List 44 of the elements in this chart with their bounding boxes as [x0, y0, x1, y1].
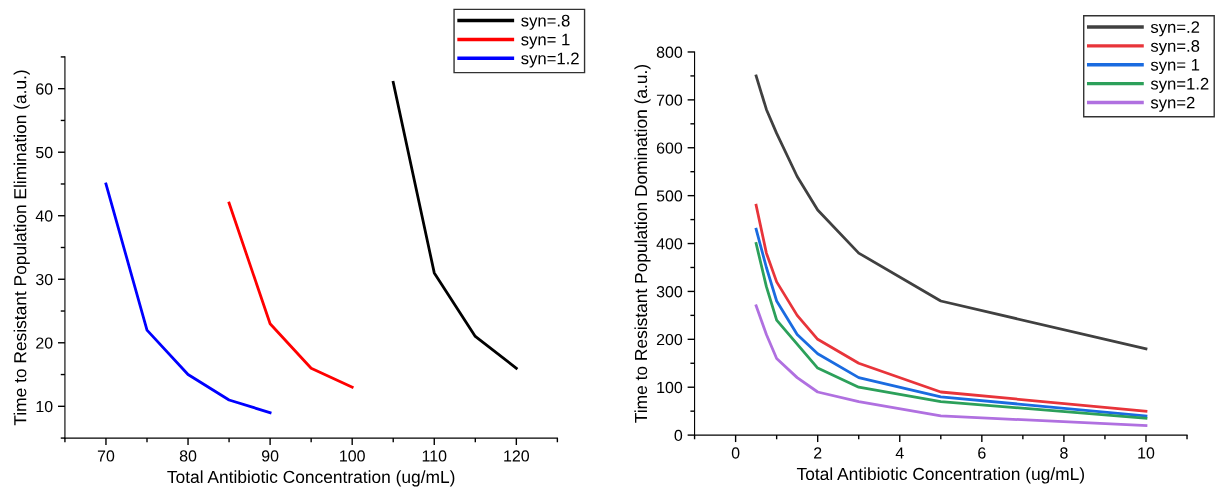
y-tick-label: 400	[656, 238, 683, 250]
x-axis-title: Total Antibiotic Concentration (ug/mL)	[167, 470, 455, 487]
legend-label: syn= 1	[1150, 59, 1200, 75]
x-tick-label: 10	[1138, 447, 1155, 459]
x-tick-label: 100	[340, 450, 365, 462]
y-tick-label: 300	[656, 286, 683, 298]
legend-label: syn= 1	[521, 33, 570, 49]
y-tick-label: 40	[35, 210, 53, 222]
line-series	[391, 80, 518, 370]
line-series	[104, 182, 272, 415]
x-tick-label: 120	[504, 450, 530, 462]
y-tick-label: 60	[36, 83, 53, 95]
y-tick-label: 500	[656, 190, 683, 202]
x-tick-label: 70	[97, 450, 115, 462]
y-tick-label: 50	[35, 146, 53, 159]
y-tick-label: 200	[656, 333, 683, 346]
line-series	[227, 201, 354, 389]
y-tick-label: 0	[674, 429, 683, 442]
legend-label: syn=1.2	[1150, 77, 1209, 93]
legend-label: syn=.2	[1150, 21, 1200, 37]
legend-label: syn=.8	[521, 14, 570, 30]
x-tick-label: 0	[731, 447, 740, 459]
y-tick-label: 20	[36, 337, 53, 349]
y-tick-label: 800	[656, 46, 683, 58]
x-axis-title: Total Antibiotic Concentration (ug/mL)	[796, 467, 1084, 484]
y-tick-label: 10	[36, 400, 53, 413]
line-series	[754, 74, 1148, 351]
x-tick-label: 80	[179, 450, 197, 462]
legend-label: syn=1.2	[521, 52, 579, 68]
x-tick-label: 6	[978, 447, 986, 459]
x-tick-label: 90	[261, 450, 279, 462]
x-tick-label: 8	[1060, 447, 1068, 459]
x-tick-label: 2	[814, 447, 822, 459]
legend-label: syn=2	[1150, 96, 1195, 112]
y-axis-title: Time to Resistant Population Domination (a.u.)	[634, 64, 651, 423]
x-tick-label: 110	[422, 450, 447, 462]
legend-label: syn=.8	[1150, 40, 1200, 56]
y-tick-label: 30	[35, 273, 53, 286]
y-tick-label: 700	[656, 94, 683, 106]
line-series	[754, 304, 1148, 427]
y-axis-title: Time to Resistant Population Elimination (a.u.)	[13, 70, 30, 426]
x-tick-label: 4	[895, 447, 904, 459]
y-tick-label: 600	[656, 142, 683, 154]
y-tick-label: 100	[657, 381, 683, 394]
